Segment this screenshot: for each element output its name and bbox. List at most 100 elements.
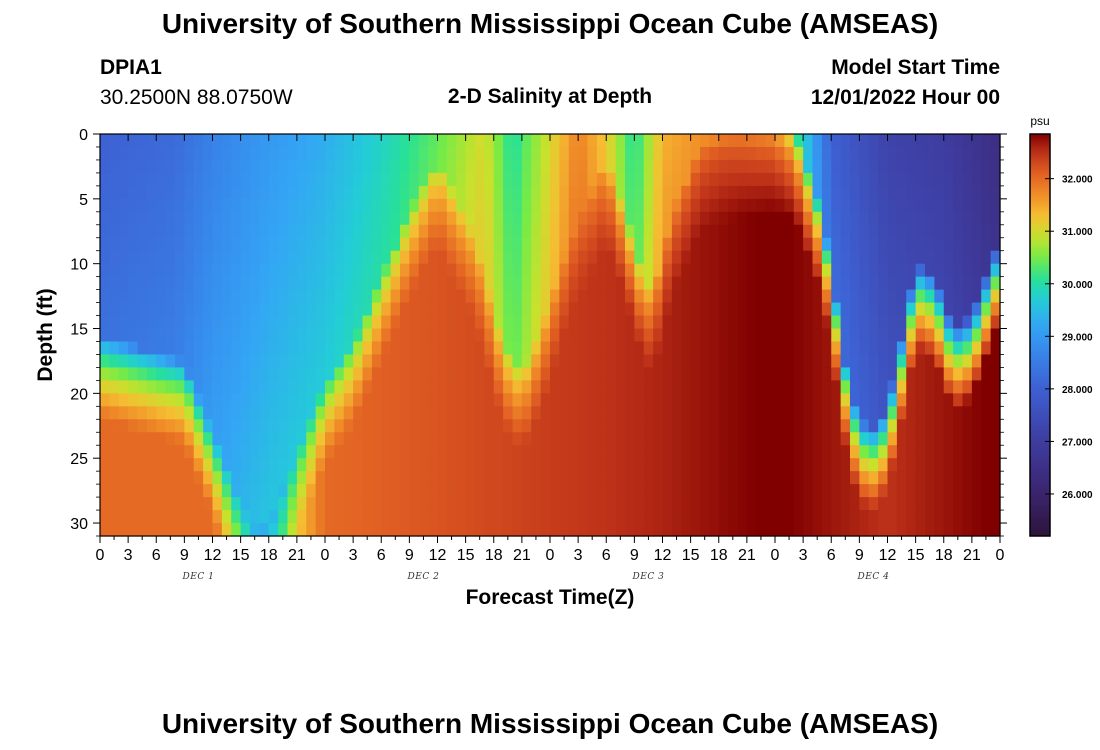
heatmap-cell [381, 302, 392, 317]
heatmap-cell [728, 198, 739, 213]
heatmap-cell [784, 341, 795, 356]
heatmap-cell [400, 211, 410, 226]
heatmap-cell [906, 341, 917, 356]
heatmap-cell [268, 367, 279, 381]
heatmap-cell [493, 393, 504, 407]
heatmap-cell [634, 276, 645, 291]
heatmap-cell [306, 146, 317, 161]
heatmap-cell [878, 250, 889, 265]
heatmap-cell [681, 367, 692, 381]
heatmap-cell [728, 159, 739, 174]
heatmap-cell [409, 159, 420, 174]
heatmap-cell [671, 458, 682, 472]
heatmap-cell [353, 354, 364, 369]
heatmap-cell [128, 432, 139, 446]
heatmap-cell [390, 185, 401, 200]
heatmap-cell [718, 484, 729, 498]
heatmap-cell [240, 315, 251, 330]
heatmap-cell [915, 276, 926, 291]
heatmap-cell [812, 328, 823, 343]
heatmap-cell [381, 471, 392, 485]
heatmap-cell [990, 341, 1001, 356]
heatmap-cell [812, 497, 823, 511]
heatmap-cell [868, 159, 879, 174]
heatmap-cell [259, 380, 270, 394]
heatmap-cell [371, 367, 382, 381]
heatmap-cell [568, 315, 579, 330]
heatmap-cell [568, 211, 579, 226]
heatmap-cell [709, 406, 720, 420]
heatmap-cell [409, 237, 420, 252]
heatmap-cell [343, 198, 354, 213]
heatmap-cell [287, 211, 298, 226]
heatmap-cell [193, 289, 204, 304]
heatmap-cell [353, 380, 364, 394]
heatmap-cell [578, 380, 589, 394]
heatmap-cell [100, 237, 110, 252]
heatmap-cell [512, 523, 523, 537]
heatmap-cell [418, 367, 429, 381]
heatmap-cell [531, 211, 542, 226]
heatmap-cell [859, 367, 870, 381]
heatmap-cell [568, 523, 579, 537]
heatmap-cell [193, 172, 204, 187]
heatmap-cell [475, 497, 485, 511]
heatmap-cell [437, 146, 448, 161]
heatmap-cell [718, 289, 729, 304]
heatmap-cell [325, 471, 335, 485]
heatmap-cell [165, 289, 176, 304]
heatmap-cell [156, 445, 167, 459]
heatmap-cell [915, 159, 926, 174]
x-tick-label: 21 [963, 547, 981, 564]
heatmap-cell [896, 406, 907, 420]
heatmap-cell [315, 523, 326, 537]
heatmap-cell [240, 172, 251, 187]
heatmap-cell [953, 172, 964, 187]
heatmap-cell [840, 328, 851, 343]
heatmap-cell [765, 263, 776, 278]
heatmap-cell [418, 159, 429, 174]
heatmap-cell [953, 510, 964, 524]
heatmap-cell [193, 224, 204, 239]
heatmap-cell [859, 289, 870, 304]
heatmap-cell [428, 354, 439, 369]
heatmap-cell [568, 134, 579, 148]
heatmap-cell [503, 159, 514, 174]
heatmap-cell [428, 302, 439, 317]
heatmap-cell [137, 146, 148, 161]
heatmap-cell [250, 354, 260, 369]
heatmap-cell [681, 302, 692, 317]
heatmap-cell [475, 146, 485, 161]
heatmap-cell [381, 289, 392, 304]
heatmap-cell [493, 458, 504, 472]
heatmap-cell [587, 146, 598, 161]
heatmap-cell [756, 263, 767, 278]
heatmap-cell [484, 315, 495, 330]
heatmap-cell [343, 328, 354, 343]
heatmap-cell [962, 367, 973, 381]
heatmap-cell [878, 198, 889, 213]
heatmap-cell [765, 523, 776, 537]
heatmap-cell [578, 302, 589, 317]
heatmap-cell [821, 406, 832, 420]
heatmap-cell [625, 185, 635, 200]
heatmap-cell [578, 263, 589, 278]
heatmap-cell [625, 146, 635, 161]
heatmap-cell [793, 458, 804, 472]
heatmap-cell [859, 445, 870, 459]
heatmap-cell [850, 354, 860, 369]
heatmap-cell [559, 484, 570, 498]
heatmap-cell [484, 497, 495, 511]
colorbar [1029, 133, 1051, 537]
heatmap-cell [446, 445, 457, 459]
x-tick-label: 15 [232, 547, 250, 564]
heatmap-cell [400, 134, 410, 148]
heatmap-cell [962, 393, 973, 407]
heatmap-cell [578, 237, 589, 252]
heatmap-cell [850, 159, 860, 174]
heatmap-cell [587, 198, 598, 213]
heatmap-cell [109, 432, 120, 446]
heatmap-cell [868, 289, 879, 304]
heatmap-cell [803, 172, 814, 187]
heatmap-cell [203, 185, 214, 200]
